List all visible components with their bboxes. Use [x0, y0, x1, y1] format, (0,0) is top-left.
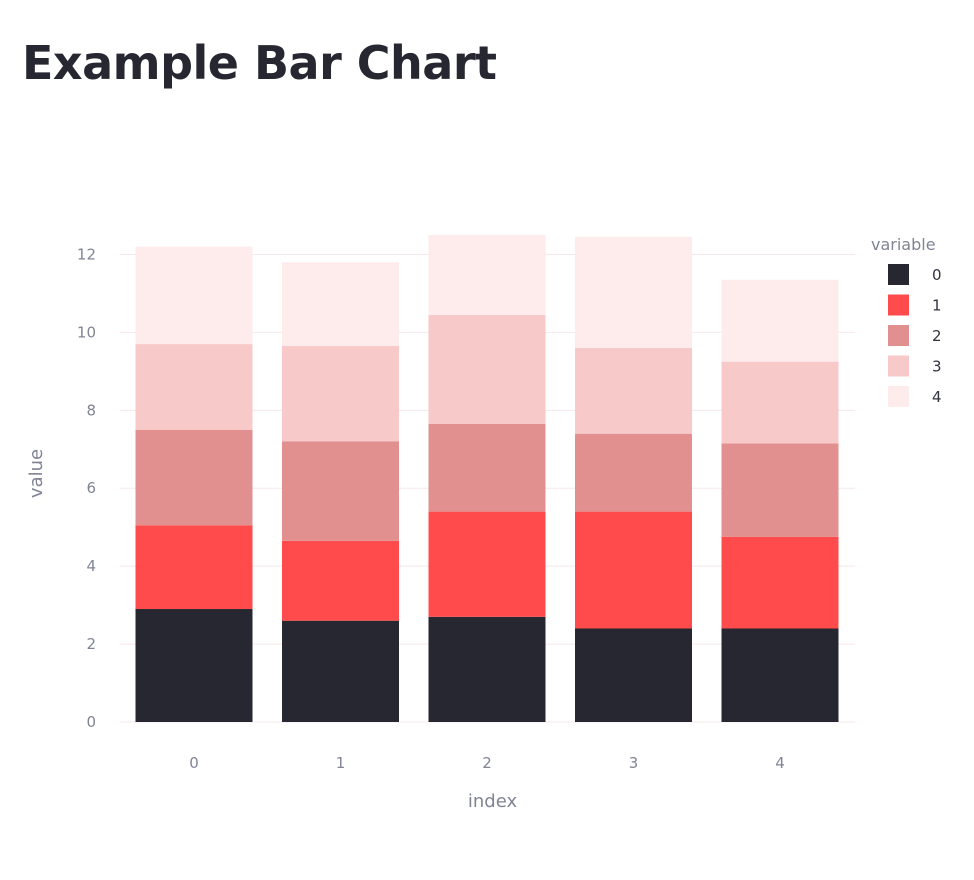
bar-segment-series-4-index-0[interactable] — [135, 246, 253, 345]
x-axis-ticks: 0 1 2 3 4 — [189, 754, 785, 772]
bars — [135, 235, 839, 722]
bar-segment-series-1-index-3[interactable] — [575, 511, 692, 629]
legend-label-1: 1 — [932, 297, 942, 315]
bar-segment-series-0-index-1[interactable] — [282, 620, 399, 722]
bar-segment-series-2-index-3[interactable] — [575, 433, 692, 512]
bar-segment-series-2-index-2[interactable] — [428, 423, 546, 512]
legend-title: variable — [871, 235, 936, 254]
bar-segment-series-4-index-2[interactable] — [428, 235, 546, 315]
bar-segment-series-3-index-1[interactable] — [282, 346, 399, 442]
bar-segment-series-2-index-1[interactable] — [282, 441, 399, 541]
bar-segment-series-1-index-2[interactable] — [428, 511, 546, 617]
y-axis-ticks: 0 2 4 6 8 10 12 — [77, 245, 96, 731]
y-tick-label: 12 — [77, 245, 96, 263]
bar-segment-series-3-index-0[interactable] — [135, 344, 253, 430]
x-tick-label: 3 — [629, 754, 639, 772]
bar-segment-series-1-index-0[interactable] — [135, 525, 253, 610]
y-tick-label: 2 — [86, 635, 96, 653]
legend-swatch-3[interactable] — [888, 355, 909, 377]
y-tick-label: 4 — [86, 557, 96, 575]
x-tick-label: 2 — [482, 754, 492, 772]
bar-segment-series-3-index-4[interactable] — [721, 361, 839, 444]
bar-segment-series-0-index-3[interactable] — [575, 628, 692, 722]
legend-swatch-1[interactable] — [888, 294, 909, 316]
y-tick-label: 8 — [86, 401, 96, 419]
bar-segment-series-4-index-3[interactable] — [575, 236, 692, 348]
bar-segment-series-3-index-2[interactable] — [428, 314, 546, 424]
legend-label-4: 4 — [932, 388, 942, 406]
bar-segment-series-3-index-3[interactable] — [575, 347, 692, 434]
bar-segment-series-0-index-0[interactable] — [135, 609, 253, 722]
legend-label-3: 3 — [932, 358, 942, 376]
x-tick-label: 0 — [189, 754, 199, 772]
bar-segment-series-0-index-2[interactable] — [428, 616, 546, 722]
y-tick-label: 0 — [86, 713, 96, 731]
x-tick-label: 1 — [336, 754, 346, 772]
bar-segment-series-2-index-0[interactable] — [135, 429, 253, 526]
bar-segment-series-1-index-1[interactable] — [282, 540, 399, 621]
y-axis-title: value — [26, 449, 47, 498]
legend-swatch-2[interactable] — [888, 325, 909, 346]
y-tick-label: 10 — [77, 323, 96, 341]
bar-segment-series-0-index-4[interactable] — [721, 628, 839, 722]
x-tick-label: 4 — [775, 754, 785, 772]
legend: variable 0 1 2 3 4 — [871, 235, 942, 407]
legend-label-2: 2 — [932, 327, 942, 345]
y-tick-label: 6 — [86, 479, 96, 497]
legend-swatch-4[interactable] — [888, 386, 909, 407]
legend-swatch-0[interactable] — [888, 264, 909, 285]
legend-label-0: 0 — [932, 266, 942, 284]
bar-segment-series-4-index-4[interactable] — [721, 279, 839, 362]
x-axis-title: index — [468, 791, 518, 812]
bar-segment-series-1-index-4[interactable] — [721, 536, 839, 629]
bar-segment-series-2-index-4[interactable] — [721, 443, 839, 537]
bar-segment-series-4-index-1[interactable] — [282, 262, 399, 347]
page-title: Example Bar Chart — [22, 36, 497, 90]
